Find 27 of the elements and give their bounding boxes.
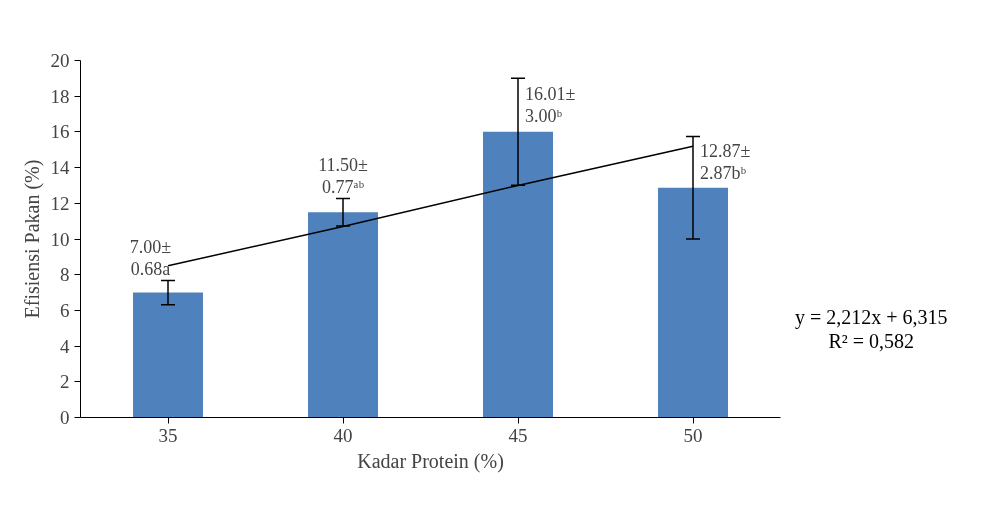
text: R² = 0,582 xyxy=(828,330,915,352)
bar xyxy=(308,212,378,418)
y-tick-label: 2 xyxy=(60,371,70,393)
data-label: 16.01± 3.00ᵇ xyxy=(525,83,576,126)
x-axis-title: Kadar Protein (%) xyxy=(357,449,504,473)
bar xyxy=(658,187,728,418)
y-tick-label: 4 xyxy=(60,335,70,357)
text: y = 2,212x + 6,315 xyxy=(795,306,948,328)
x-tick-label: 45 xyxy=(508,424,528,446)
data-label: 12.87± 2.87bᵇ xyxy=(700,141,751,184)
y-tick-label: 6 xyxy=(60,299,70,321)
y-tick-label: 0 xyxy=(60,407,70,428)
bar xyxy=(133,292,203,418)
y-tick-label: 10 xyxy=(50,228,70,250)
x-tick-label: 35 xyxy=(158,424,178,446)
bar xyxy=(483,131,553,418)
y-tick-label: 16 xyxy=(50,121,70,143)
x-tick-label: 40 xyxy=(333,424,353,446)
x-tick-label: 50 xyxy=(683,424,703,446)
y-tick-label: 18 xyxy=(50,85,70,107)
y-tick-label: 8 xyxy=(60,264,70,286)
data-label: 11.50± 0.77ᵃᵇ xyxy=(318,155,368,198)
data-label: 7.00± 0.68a xyxy=(129,237,172,280)
y-tick-label: 14 xyxy=(50,157,70,179)
y-axis-title: Efisiensi Pakan (%) xyxy=(20,159,44,319)
y-tick-label: 12 xyxy=(50,192,70,214)
y-tick-label: 20 xyxy=(50,50,70,71)
